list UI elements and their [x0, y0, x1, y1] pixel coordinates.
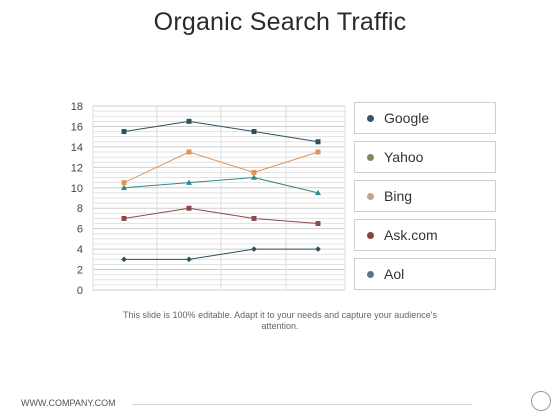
- data-point: [251, 129, 257, 135]
- data-point: [251, 169, 257, 175]
- series-google: [121, 118, 321, 145]
- legend-marker: [367, 232, 374, 239]
- series-line: [123, 120, 319, 143]
- data-point: [186, 205, 192, 211]
- data-point: [315, 246, 321, 252]
- series-line: [123, 207, 319, 225]
- footer-url[interactable]: WWW.COMPANY.COM: [21, 398, 116, 408]
- y-tick-label: 18: [71, 101, 83, 113]
- data-point: [315, 189, 321, 196]
- data-point: [251, 215, 257, 221]
- y-tick-label: 2: [77, 265, 83, 277]
- series-line: [124, 248, 318, 260]
- legend-label: Aol: [384, 266, 405, 282]
- series-yahoo: [121, 174, 321, 196]
- data-point: [315, 149, 321, 155]
- data-point: [186, 118, 192, 124]
- legend-item-bing: Bing: [354, 180, 496, 212]
- data-point: [186, 179, 192, 185]
- data-point: [121, 129, 127, 135]
- data-point: [186, 149, 192, 155]
- legend-marker: [367, 154, 374, 161]
- legend-label: Ask.com: [384, 227, 438, 243]
- page-title: Organic Search Traffic: [153, 8, 407, 36]
- legend-label: Yahoo: [384, 149, 424, 165]
- chart-grid: [92, 105, 346, 291]
- data-point: [121, 180, 127, 186]
- y-tick-label: 12: [71, 162, 83, 174]
- footer-divider: [132, 404, 472, 405]
- legend-marker: [367, 193, 374, 200]
- legend-item-ask: Ask.com: [354, 219, 496, 251]
- chart-series: [121, 118, 321, 263]
- data-point: [315, 139, 321, 145]
- data-point: [121, 256, 127, 263]
- series-aol: [121, 246, 321, 263]
- y-tick-label: 10: [71, 183, 83, 195]
- series-line: [123, 177, 319, 194]
- data-point: [251, 246, 257, 252]
- data-point: [251, 174, 257, 180]
- data-point: [186, 256, 192, 263]
- y-tick-label: 4: [77, 244, 83, 256]
- legend-item-yahoo: Yahoo: [354, 141, 496, 173]
- y-tick-label: 0: [77, 285, 83, 297]
- footer-circle-icon: [531, 391, 551, 411]
- legend-item-google: Google: [354, 102, 496, 134]
- y-tick-label: 14: [71, 142, 83, 154]
- series-ask-com: [121, 205, 321, 227]
- y-tick-label: 6: [77, 224, 83, 236]
- y-tick-label: 16: [71, 121, 83, 133]
- legend-label: Google: [384, 110, 430, 126]
- chart-legend: Google Yahoo Bing Ask.com Aol: [354, 102, 496, 297]
- data-point: [121, 184, 127, 190]
- y-axis-ticks: 0 2 4 6 8 10 12 14 16 18: [71, 101, 83, 297]
- y-tick-label: 8: [77, 203, 83, 215]
- legend-marker: [367, 271, 374, 278]
- legend-label: Bing: [384, 188, 413, 204]
- series-line: [123, 151, 319, 184]
- legend-item-aol: Aol: [354, 258, 496, 290]
- data-point: [315, 221, 321, 227]
- legend-marker: [367, 115, 374, 122]
- series-bing: [121, 149, 321, 186]
- data-point: [121, 215, 127, 221]
- caption-text: This slide is 100% editable. Adapt it to…: [123, 310, 437, 331]
